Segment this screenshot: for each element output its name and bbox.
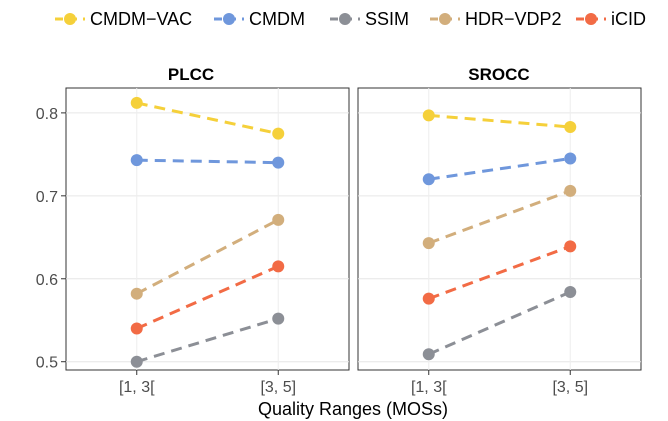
data-point-hdr-vdp2 (564, 184, 577, 197)
legend-label-icid: iCID (611, 9, 646, 29)
series-plcc (130, 96, 285, 368)
data-point-icid (564, 240, 577, 253)
series-line-cmdm-vac (428, 113, 571, 129)
legend-label-cmdm: CMDM (249, 9, 305, 29)
series-line-ssim (136, 317, 279, 364)
panel-title-srocc: SROCC (468, 65, 529, 84)
x-tick-label: [1, 3[ (411, 379, 447, 396)
legend-key-point-ssim (339, 13, 351, 25)
series-line-hdr-vdp2 (136, 218, 279, 296)
x-axis-title: Quality Ranges (MOSs) (258, 399, 448, 419)
data-point-ssim (130, 355, 143, 368)
data-point-cmdm-vac (130, 96, 143, 109)
series-line-cmdm (136, 158, 279, 165)
x-tick-label: [3, 5] (260, 379, 296, 396)
x-axis: [1, 3[ [3, 5] [1, 3[ [3, 5] (119, 370, 588, 396)
legend-key-point-cmdm-vac (64, 13, 76, 25)
data-point-cmdm (130, 154, 143, 167)
panel-srocc-frame (357, 87, 642, 371)
data-point-cmdm (422, 173, 435, 186)
data-point-icid (272, 260, 285, 273)
data-point-ssim (564, 286, 577, 299)
series-line-hdr-vdp2 (428, 189, 571, 245)
legend-label-hdr-vdp2: HDR−VDP2 (465, 9, 562, 29)
panel-title-plcc: PLCC (168, 65, 214, 84)
series-line-ssim (428, 290, 571, 356)
data-point-icid (422, 292, 435, 305)
gridlines-srocc (358, 88, 641, 370)
x-tick-label: [3, 5] (552, 379, 588, 396)
legend-key-point-icid (585, 13, 597, 25)
y-axis: 0.5 0.6 0.7 0.8 (36, 106, 66, 372)
data-point-ssim (422, 348, 435, 361)
data-point-cmdm (564, 152, 577, 165)
legend-key-point-hdr-vdp2 (439, 13, 451, 25)
series-line-cmdm-vac (136, 101, 279, 136)
data-point-icid (130, 322, 143, 335)
data-point-hdr-vdp2 (272, 213, 285, 226)
data-point-hdr-vdp2 (422, 237, 435, 250)
series-line-icid (136, 264, 279, 330)
panel-srocc: SROCC (357, 65, 642, 371)
series-line-icid (428, 245, 571, 301)
data-point-cmdm-vac (272, 127, 285, 140)
data-point-cmdm (272, 156, 285, 169)
y-tick-label: 0.5 (36, 355, 58, 372)
legend-label-cmdm-vac: CMDM−VAC (90, 9, 192, 29)
data-point-cmdm-vac (422, 109, 435, 122)
series-line-cmdm (428, 157, 571, 181)
series-srocc (422, 109, 577, 361)
y-tick-label: 0.7 (36, 189, 58, 206)
legend: CMDM−VAC CMDM SSIM HDR−VDP2 iCID (55, 9, 646, 29)
y-tick-label: 0.8 (36, 106, 58, 123)
panel-plcc: PLCC (65, 65, 350, 371)
legend-label-ssim: SSIM (365, 9, 409, 29)
y-tick-label: 0.6 (36, 272, 58, 289)
x-tick-label: [1, 3[ (119, 379, 155, 396)
data-point-cmdm-vac (564, 120, 577, 133)
panel-plcc-frame (65, 87, 350, 371)
data-point-hdr-vdp2 (130, 287, 143, 300)
data-point-ssim (272, 312, 285, 325)
legend-key-point-cmdm (223, 13, 235, 25)
